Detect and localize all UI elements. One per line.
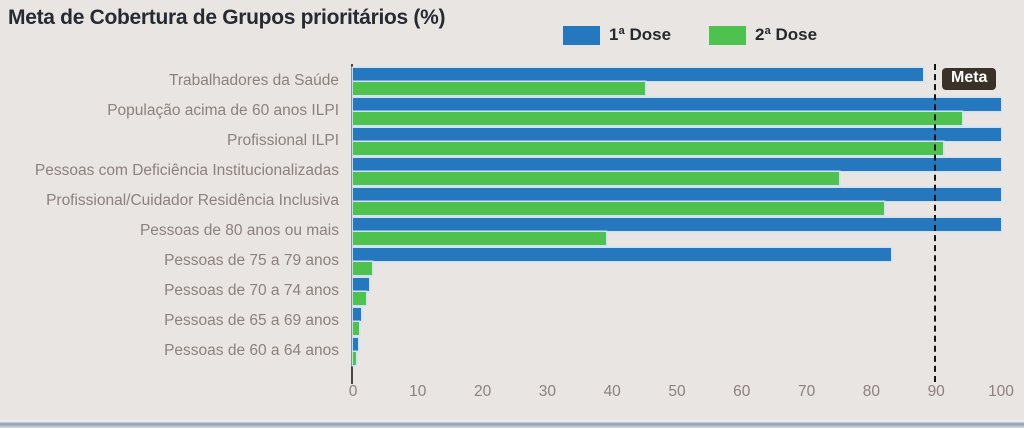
bar-dose1 — [353, 278, 370, 291]
bar-row — [353, 216, 1001, 246]
category-label: População acima de 60 anos ILPI — [107, 102, 339, 119]
x-axis: 0 10 20 30 40 50 60 70 80 90 100 — [349, 383, 1014, 405]
bar-row — [353, 336, 1001, 366]
bar-dose2 — [353, 172, 839, 185]
meta-target-line — [934, 64, 937, 382]
bar-dose1 — [353, 158, 1001, 171]
category-label: Pessoas com Deficiência Institucionaliza… — [34, 162, 339, 179]
x-tick-label: 20 — [473, 383, 492, 400]
bar-dose1 — [353, 128, 1001, 141]
legend-label-dose2: 2ª Dose — [755, 25, 818, 44]
x-tick-label: 50 — [668, 383, 686, 400]
bar-row — [353, 66, 1001, 96]
bar-row — [353, 276, 1001, 306]
category-label: Pessoas de 60 a 64 anos — [164, 342, 339, 359]
bar-dose1 — [353, 188, 1001, 201]
x-tick-label: 30 — [538, 383, 557, 400]
bar-dose2 — [353, 292, 366, 305]
category-label: Trabalhadores da Saúde — [168, 72, 339, 89]
x-tick-label: 70 — [797, 383, 816, 400]
category-axis: Trabalhadores da Saúde População acima de… — [0, 66, 345, 366]
bar-dose1 — [353, 338, 359, 351]
category-label: Pessoas de 65 a 69 anos — [164, 312, 339, 329]
bar-dose1 — [353, 68, 924, 81]
bar-dose2 — [353, 352, 356, 365]
chart-title: Meta de Cobertura de Grupos prioritários… — [8, 6, 446, 29]
bar-dose1 — [353, 308, 361, 321]
bar-row — [353, 126, 1001, 156]
bar-dose1 — [353, 218, 1001, 231]
bar-row — [353, 246, 1001, 276]
bar-dose1 — [353, 248, 891, 261]
x-tick-label: 80 — [862, 383, 881, 400]
bar-dose2 — [353, 142, 943, 155]
legend-swatch-dose1-icon — [563, 25, 600, 45]
x-tick-label: 60 — [733, 383, 751, 400]
legend-item-dose1: 1ª Dose — [563, 25, 671, 45]
bar-row — [353, 156, 1001, 186]
legend-swatch-dose2-icon — [709, 25, 747, 45]
legend-label-dose1: 1ª Dose — [609, 25, 672, 44]
x-tick-label: 40 — [603, 383, 621, 400]
bar-dose2 — [353, 112, 963, 125]
category-label: Profissional/Cuidador Residência Inclusi… — [46, 192, 339, 209]
bottom-window-edge — [0, 419, 1024, 428]
bar-row — [353, 306, 1001, 336]
bar-dose2 — [353, 232, 606, 245]
legend-item-dose2: 2ª Dose — [709, 25, 817, 45]
bar-dose1 — [353, 98, 1001, 111]
bar-row — [353, 96, 1001, 126]
bar-row — [353, 186, 1001, 216]
y-axis-line — [351, 64, 353, 384]
x-tick-label: 100 — [988, 383, 1014, 400]
bar-dose2 — [353, 82, 645, 95]
category-label: Pessoas de 80 anos ou mais — [139, 222, 339, 239]
legend: 1ª Dose 2ª Dose — [563, 25, 817, 45]
plot-area — [353, 66, 1001, 366]
category-label: Pessoas de 75 a 79 anos — [164, 252, 339, 269]
bar-dose2 — [353, 322, 360, 335]
category-label: Profissional ILPI — [227, 132, 339, 149]
x-tick-label: 10 — [409, 383, 427, 400]
bar-dose2 — [353, 262, 373, 275]
meta-target-label: Meta — [942, 68, 997, 90]
x-tick-label: 90 — [927, 383, 945, 400]
bar-dose2 — [353, 202, 885, 215]
category-label: Pessoas de 70 a 74 anos — [164, 282, 339, 299]
x-tick-label: 0 — [348, 383, 358, 400]
